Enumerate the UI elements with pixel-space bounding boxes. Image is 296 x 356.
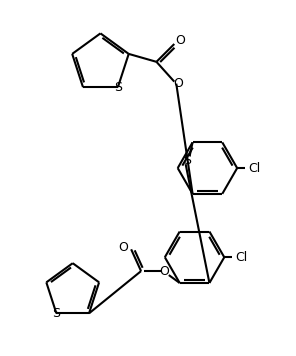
Text: O: O xyxy=(173,77,183,90)
Text: Cl: Cl xyxy=(235,251,247,264)
Text: S: S xyxy=(184,154,192,167)
Text: O: O xyxy=(175,33,185,47)
Text: O: O xyxy=(118,241,128,254)
Text: Cl: Cl xyxy=(248,162,260,174)
Text: S: S xyxy=(114,80,122,94)
Text: O: O xyxy=(159,265,169,278)
Text: S: S xyxy=(52,307,60,320)
